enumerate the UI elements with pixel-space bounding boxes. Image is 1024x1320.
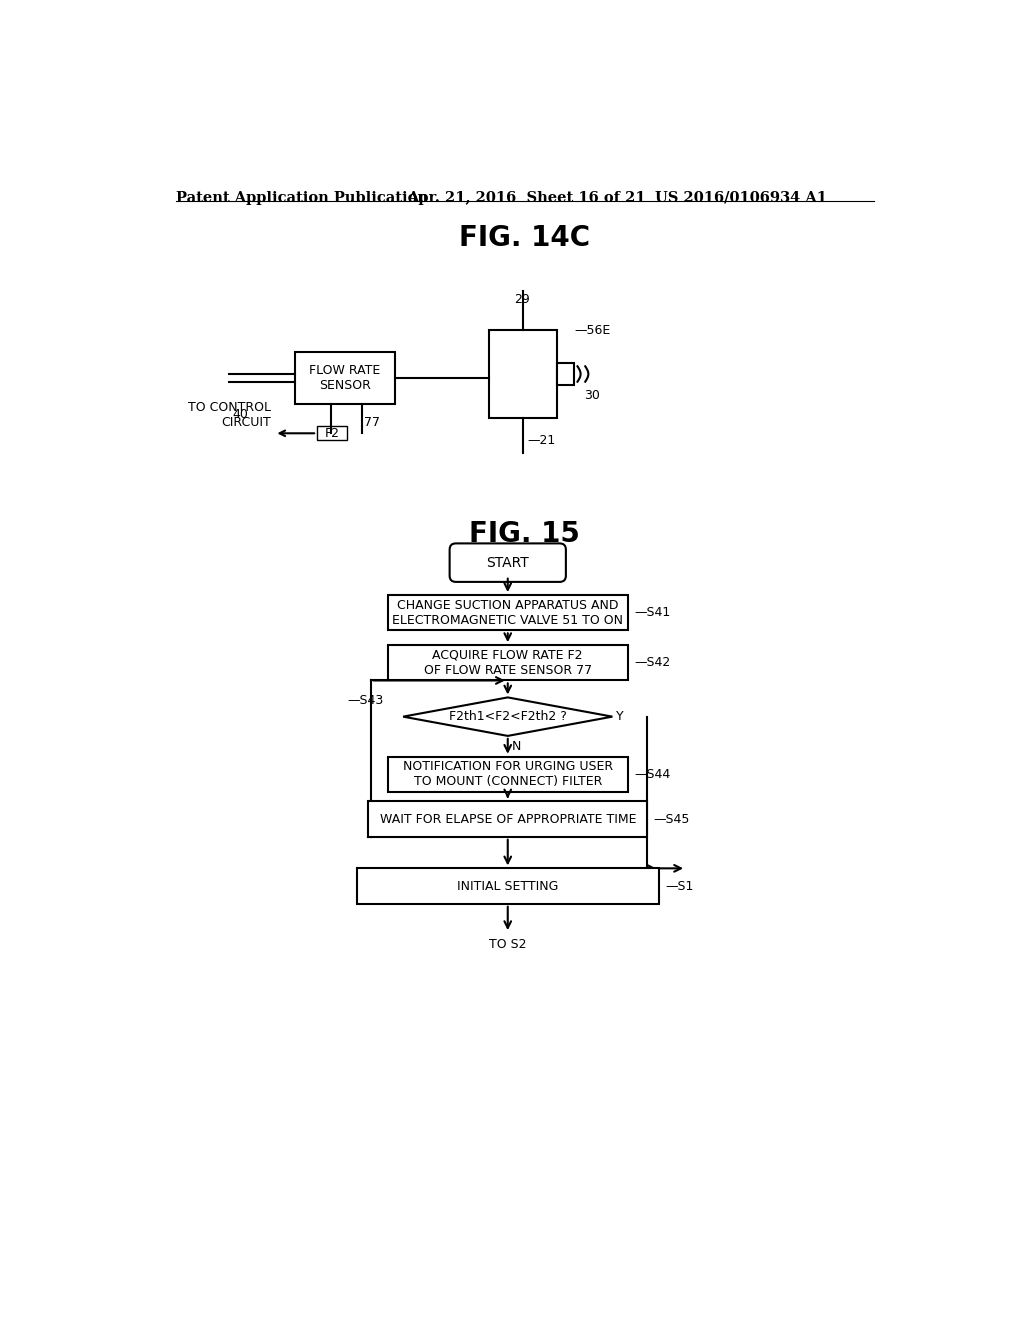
Text: Patent Application Publication: Patent Application Publication [176, 191, 428, 205]
Text: FIG. 15: FIG. 15 [469, 520, 581, 548]
Text: —S42: —S42 [634, 656, 671, 669]
Bar [489, 330, 557, 418]
Text: 77: 77 [365, 416, 380, 429]
Text: —21: —21 [527, 434, 555, 446]
Text: 30: 30 [584, 388, 600, 401]
Text: N: N [512, 739, 521, 752]
Text: ACQUIRE FLOW RATE F2
OF FLOW RATE SENSOR 77: ACQUIRE FLOW RATE F2 OF FLOW RATE SENSOR… [424, 648, 592, 677]
Text: US 2016/0106934 A1: US 2016/0106934 A1 [655, 191, 827, 205]
Text: START: START [486, 556, 529, 570]
Bar [317, 426, 346, 441]
FancyBboxPatch shape [450, 544, 566, 582]
Text: FLOW RATE
SENSOR: FLOW RATE SENSOR [309, 364, 381, 392]
Bar [557, 363, 574, 385]
Polygon shape [403, 697, 612, 737]
Text: —56E: —56E [574, 323, 610, 337]
Text: NOTIFICATION FOR URGING USER
TO MOUNT (CONNECT) FILTER: NOTIFICATION FOR URGING USER TO MOUNT (C… [402, 760, 612, 788]
Text: 29: 29 [514, 293, 529, 306]
Text: F2: F2 [325, 426, 339, 440]
Text: F2th1<F2<F2th2 ?: F2th1<F2<F2th2 ? [449, 710, 566, 723]
Bar [295, 351, 395, 404]
Bar [369, 801, 647, 837]
Text: 40: 40 [232, 408, 249, 421]
Text: WAIT FOR ELAPSE OF APPROPRIATE TIME: WAIT FOR ELAPSE OF APPROPRIATE TIME [380, 813, 636, 825]
Text: —S41: —S41 [634, 606, 671, 619]
Text: —S44: —S44 [634, 768, 671, 781]
Text: —S45: —S45 [653, 813, 690, 825]
Bar [388, 756, 628, 792]
Text: Y: Y [616, 710, 624, 723]
Text: —S1: —S1 [665, 879, 693, 892]
Bar [388, 645, 628, 681]
Text: TO CONTROL
CIRCUIT: TO CONTROL CIRCUIT [187, 401, 270, 429]
Text: CHANGE SUCTION APPARATUS AND
ELECTROMAGNETIC VALVE 51 TO ON: CHANGE SUCTION APPARATUS AND ELECTROMAGN… [392, 599, 624, 627]
Text: INITIAL SETTING: INITIAL SETTING [457, 879, 558, 892]
Text: TO S2: TO S2 [489, 937, 526, 950]
Text: FIG. 14C: FIG. 14C [459, 224, 591, 252]
Bar [388, 595, 628, 631]
Text: —S43: —S43 [347, 693, 384, 706]
Bar [356, 869, 658, 904]
Text: Apr. 21, 2016  Sheet 16 of 21: Apr. 21, 2016 Sheet 16 of 21 [407, 191, 645, 205]
